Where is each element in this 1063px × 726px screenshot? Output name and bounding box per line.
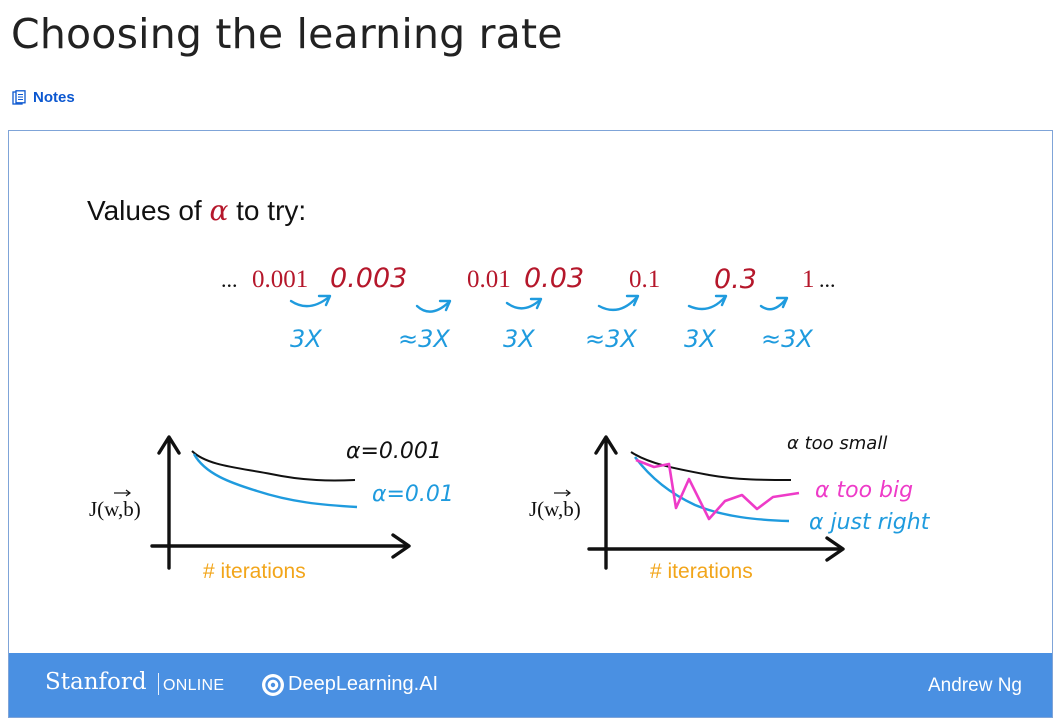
- multiplier-4: ≈3X: [585, 325, 637, 353]
- arrow-icon: [687, 294, 728, 311]
- curve-just-right: [634, 456, 790, 523]
- right-xlabel: # iterations: [650, 560, 753, 583]
- left-axes: [150, 435, 411, 570]
- slide-heading: Values of α to try:: [87, 194, 306, 227]
- multipliers: 3X ≈3X 3X ≈3X 3X ≈3X: [290, 325, 813, 353]
- right-ylabel: J(w,b): [529, 497, 581, 521]
- notes-icon: [12, 89, 26, 105]
- notes-link[interactable]: Notes: [12, 89, 75, 106]
- value-0003: 0.003: [330, 263, 407, 294]
- w-vector-arrow: [114, 489, 131, 497]
- heading-prefix: Values of: [87, 195, 202, 226]
- multiplier-2: ≈3X: [398, 325, 450, 353]
- label-just-right: α just right: [809, 510, 931, 535]
- arrow-icon: [759, 296, 789, 311]
- right-plot: J(w,b) # iterations α too small α too bi…: [529, 433, 931, 583]
- arrow-icon: [415, 299, 452, 313]
- lecture-slide: Values of α to try: ... 0.001 0.003 0.01…: [9, 131, 1052, 653]
- arrow-icon: [505, 297, 543, 310]
- slide-canvas: Values of α to try: ... 0.001 0.003 0.01…: [87, 194, 931, 583]
- online-label: ONLINE: [163, 677, 225, 694]
- curve-alpha-0001: [191, 450, 356, 482]
- curve-too-big: [635, 458, 800, 521]
- label-too-small: α too small: [787, 433, 887, 454]
- page-title: Choosing the learning rate: [11, 10, 563, 58]
- heading-suffix: to try:: [236, 195, 306, 226]
- step-arrows: [289, 294, 789, 313]
- deeplearning-label: DeepLearning.AI: [288, 673, 439, 695]
- multiplier-5: 3X: [684, 325, 716, 353]
- video-player[interactable]: Values of α to try: ... 0.001 0.003 0.01…: [8, 130, 1053, 718]
- notes-label: Notes: [33, 89, 75, 106]
- right-axes: [587, 435, 845, 570]
- label-alpha-0001: α=0.001: [346, 439, 442, 464]
- value-001: 0.01: [467, 266, 511, 293]
- label-too-big: α too big: [815, 478, 913, 503]
- left-xlabel: # iterations: [203, 560, 306, 583]
- left-plot: J(w,b) # iterations α=0.001 α=0.01: [89, 435, 454, 583]
- multiplier-1: 3X: [290, 325, 322, 353]
- multiplier-3: 3X: [503, 325, 535, 353]
- value-01: 0.1: [629, 266, 660, 293]
- trail-ellipsis: ...: [819, 267, 836, 292]
- value-003: 0.03: [524, 263, 584, 294]
- curve-alpha-001: [192, 453, 358, 509]
- lead-ellipsis: ...: [221, 267, 238, 292]
- curve-too-small: [630, 451, 792, 481]
- heading-alpha: α: [209, 194, 228, 227]
- instructor-name: Andrew Ng: [928, 675, 1022, 696]
- alpha-values: ... 0.001 0.003 0.01 0.03 0.1 0.3 1 ...: [221, 263, 836, 295]
- stanford-logo: Stanford: [45, 669, 147, 695]
- label-alpha-001: α=0.01: [372, 482, 454, 507]
- logo-divider: [158, 673, 159, 695]
- deeplearning-logo-icon: [262, 674, 284, 696]
- value-0001: 0.001: [252, 266, 308, 293]
- arrow-icon: [289, 294, 332, 308]
- arrow-icon: [597, 294, 640, 312]
- multiplier-6: ≈3X: [761, 325, 813, 353]
- value-03: 0.3: [714, 264, 757, 295]
- value-1: 1: [802, 266, 815, 293]
- left-ylabel: J(w,b): [89, 497, 141, 521]
- slide-footer: Stanford ONLINE DeepLearning.AI Andrew N…: [9, 653, 1052, 717]
- w-vector-arrow: [554, 489, 571, 497]
